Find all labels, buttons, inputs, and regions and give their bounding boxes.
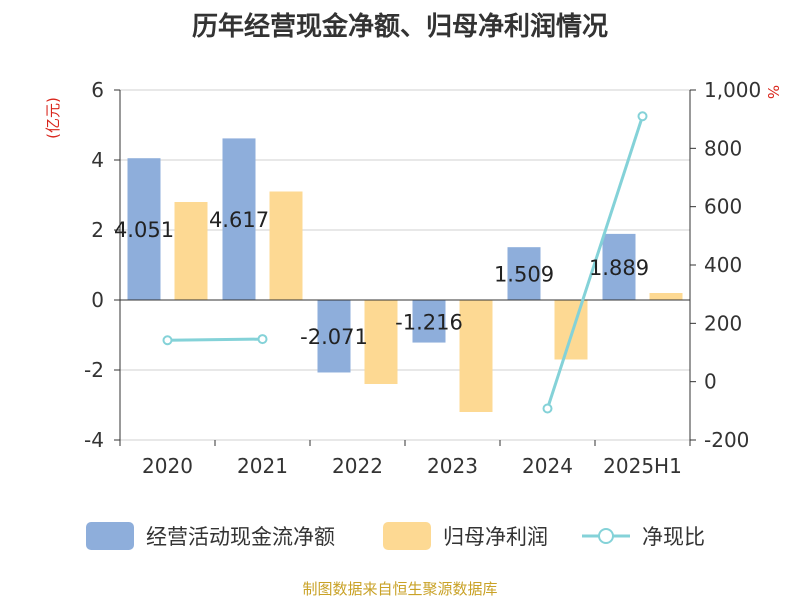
bar-data-label: -1.216 xyxy=(395,310,463,334)
bar-net-profit xyxy=(459,300,493,412)
bar-data-label: 4.051 xyxy=(114,218,174,242)
legend-label-net-profit: 归母净利润 xyxy=(443,525,548,549)
x-axis-category-label: 2023 xyxy=(427,454,478,478)
legend-swatch-operating-cash xyxy=(86,522,134,550)
bar-data-label: 4.617 xyxy=(209,208,269,232)
x-axis-category-label: 2021 xyxy=(237,454,288,478)
bar-operating-cash xyxy=(127,158,161,300)
x-axis-category-label: 2022 xyxy=(332,454,383,478)
right-axis-unit-label: % xyxy=(764,85,782,99)
ratio-point xyxy=(162,335,173,346)
bar-net-profit xyxy=(364,300,398,384)
x-axis-category-label: 2025H1 xyxy=(603,454,682,478)
ratio-point xyxy=(542,403,553,414)
right-axis-tick-label: 200 xyxy=(704,311,742,335)
legend-swatch-ratio-marker xyxy=(598,528,614,544)
legend-label-operating-cash: 经营活动现金流净额 xyxy=(146,525,335,549)
legend-swatch-net-profit xyxy=(383,522,431,550)
ratio-point xyxy=(257,334,268,345)
bar-net-profit xyxy=(174,202,208,300)
left-axis-tick-label: 4 xyxy=(91,148,104,172)
left-axis-tick-label: -2 xyxy=(84,358,104,382)
ratio-line-segment xyxy=(167,337,263,342)
bar-operating-cash xyxy=(317,300,351,373)
left-axis-tick-label: 6 xyxy=(91,78,104,102)
left-axis-unit-label: (亿元) xyxy=(44,97,62,139)
right-axis-tick-label: 1,000 xyxy=(704,78,761,102)
bar-net-profit xyxy=(269,191,303,300)
ratio-point xyxy=(637,111,648,122)
bar-data-label: 1.889 xyxy=(589,256,649,280)
right-axis-tick-label: 0 xyxy=(704,370,717,394)
x-axis-category-label: 2024 xyxy=(522,454,573,478)
bar-operating-cash xyxy=(602,233,636,300)
data-source-note: 制图数据来自恒生聚源数据库 xyxy=(302,580,498,598)
ratio-line-segment xyxy=(546,115,644,409)
bar-data-label: 1.509 xyxy=(494,263,554,287)
bar-operating-cash xyxy=(412,300,446,343)
legend-label-ratio: 净现比 xyxy=(642,525,705,549)
right-axis-tick-label: 800 xyxy=(704,136,742,160)
bar-operating-cash xyxy=(507,247,541,300)
bar-operating-cash xyxy=(222,138,256,300)
left-axis-tick-label: 0 xyxy=(91,288,104,312)
bar-data-label: -2.071 xyxy=(300,325,368,349)
bar-net-profit xyxy=(649,293,683,300)
left-axis-tick-label: -4 xyxy=(84,428,104,452)
left-axis-tick-label: 2 xyxy=(91,218,104,242)
right-axis-tick-label: 400 xyxy=(704,253,742,277)
right-axis-tick-label: -200 xyxy=(704,428,749,452)
x-axis-category-label: 2020 xyxy=(142,454,193,478)
right-axis-tick-label: 600 xyxy=(704,195,742,219)
bar-net-profit xyxy=(554,300,588,360)
chart-title: 历年经营现金净额、归母净利润情况 xyxy=(191,12,608,42)
